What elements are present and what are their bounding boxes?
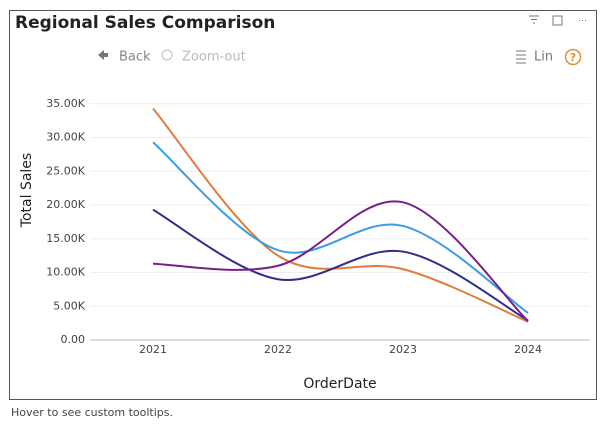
x-axis-title: OrderDate [303,376,376,392]
y-axis-title: Total Sales [19,153,35,228]
y-tick-label: 10.00K [46,266,85,279]
x-tick-label: 2024 [514,343,542,356]
series-line [152,208,529,322]
scale-icon [516,50,526,64]
chart-title: Regional Sales Comparison [15,13,275,33]
series-line [152,141,529,314]
x-tick-label: 2023 [389,343,417,356]
help-icon[interactable] [564,48,582,66]
y-tick-label: 0.00 [61,333,86,346]
x-tick-label: 2022 [264,343,292,356]
header-icons [529,15,586,26]
y-tick-label: 35.00K [46,97,85,110]
series-line [152,200,529,322]
footer-note: Hover to see custom tooltips. [11,406,173,419]
scale-toggle[interactable]: Lin [534,50,553,65]
focus-icon[interactable] [552,15,563,26]
y-tick-label: 30.00K [46,131,85,144]
y-tick-label: 25.00K [46,164,85,177]
series-line [152,107,529,323]
help-text: ? [570,51,576,64]
back-button[interactable]: Back [119,50,151,65]
y-tick-label: 20.00K [46,198,85,211]
filter-icon[interactable] [529,15,539,24]
back-icon[interactable] [98,50,108,60]
zoom-icon [161,49,173,61]
x-tick-label: 2021 [139,343,167,356]
zoom-out-button[interactable]: Zoom-out [182,50,246,65]
y-tick-label: 5.00K [53,299,85,312]
y-tick-label: 15.00K [46,232,85,245]
